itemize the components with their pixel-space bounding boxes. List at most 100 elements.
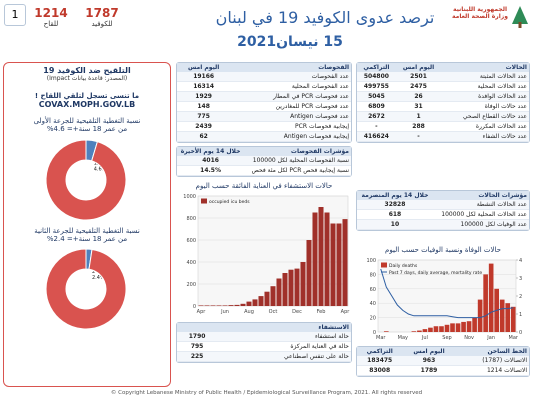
- bar-chart: حالات الوفاة ونسبة الوفيات حسب اليوم0204…: [366, 246, 522, 341]
- y2-tick-label: 0: [519, 330, 522, 336]
- y2-tick-label: 2: [519, 294, 522, 300]
- label-cell: عدد حالات القطاع الصحي: [441, 111, 529, 122]
- x-tick-label: Nov: [464, 335, 474, 341]
- pie-chart: 1st dose4.6%: [45, 139, 127, 221]
- bar: [270, 286, 276, 306]
- url[interactable]: COVAX.MOPH.GOV.LB: [38, 100, 136, 109]
- x-tick-label: Mar: [509, 335, 519, 341]
- header-cell: التراكمي: [357, 347, 403, 356]
- row: عدد حالات القطاع الصحي 1 2672: [357, 111, 529, 122]
- bar: [444, 324, 450, 332]
- bar: [411, 331, 417, 332]
- bar: [288, 269, 294, 306]
- bar: [336, 223, 342, 306]
- y-tick-label: 0: [193, 304, 196, 310]
- label-cell: عدد الحالات المثبتة: [441, 72, 529, 82]
- row: حالة استشفاء 1790: [177, 332, 351, 342]
- x-tick-label: Aug: [244, 309, 254, 315]
- bar-chart: حالات الاستشفاء في العناية الفائقة حسب ا…: [183, 182, 351, 315]
- hotline-number: 1214: [34, 6, 68, 20]
- value-cell: 2672: [357, 111, 396, 122]
- bar: [505, 303, 511, 332]
- header-cell: اليوم امس: [177, 63, 231, 72]
- header-cell: مؤشرات الحالات: [432, 191, 529, 200]
- x-tick-label: Apr: [341, 309, 351, 315]
- row: عدد الفحوصات المحلية 16314: [177, 81, 351, 92]
- value-cell: 5045: [357, 91, 396, 102]
- y-tick-label: 20: [370, 316, 376, 322]
- logo: [512, 6, 528, 28]
- reminder: ما تنسى تسجل لتلقي اللقاح !: [34, 92, 140, 100]
- ministry-line: وزارة الصحة العامة: [452, 13, 508, 20]
- header-cell: خلال 14 يوم الأخيرة: [177, 147, 245, 156]
- bar: [312, 212, 318, 306]
- value-cell: 1790: [177, 332, 218, 342]
- label-cell: الاتصالات 1214: [455, 365, 529, 376]
- row: نسبة الفحوصات المحلية لكل 100000 4016: [177, 156, 351, 166]
- pie-holder: 2 doses2.4%: [4, 243, 170, 331]
- bar: [264, 291, 270, 306]
- data-table: مؤشرات الفحوصات خلال 14 يوم الأخيرة نسبة ا…: [177, 147, 351, 176]
- x-tick-label: Dec: [292, 309, 302, 315]
- hotline-number: 1787: [85, 6, 119, 20]
- row: عدد الحالات النشطة 32828: [357, 200, 529, 210]
- value-cell: 1929: [177, 91, 231, 102]
- header-cell: الفحوصات: [230, 63, 351, 72]
- bar: [439, 326, 444, 332]
- label-cell: عدد الفحوصات: [230, 72, 351, 82]
- bar: [222, 305, 228, 306]
- vaccination-title: التلقيح ضد الكوفيد 19: [43, 66, 131, 75]
- header-cell: الاستشفاء: [177, 323, 351, 332]
- value-cell: 416624: [357, 131, 396, 142]
- label-cell: عدد الحالات المحلية: [441, 81, 529, 92]
- label-cell: نسبة الفحوصات المحلية لكل 100000: [244, 156, 351, 166]
- header-cell: اليوم امس: [395, 63, 442, 72]
- value-cell: 31: [395, 101, 442, 112]
- x-tick-label: Jun: [220, 309, 229, 315]
- y-tick-label: 100: [366, 258, 376, 264]
- header-row: الاستشفاء: [177, 323, 351, 332]
- x-tick-label: Jul: [421, 335, 428, 341]
- dose-text: من عمر 18 سنة+= 4.6%: [46, 125, 128, 133]
- tests-table: الفحوصات اليوم امس عدد الفحوصات 19166 عدد ال…: [176, 62, 352, 143]
- value-cell: 148: [177, 101, 231, 112]
- bar: [488, 263, 494, 332]
- bar: [240, 303, 246, 306]
- value-cell: 1: [395, 111, 442, 122]
- bar: [342, 219, 348, 306]
- bar: [228, 305, 234, 306]
- y-tick-label: 600: [186, 238, 196, 244]
- x-tick-label: Feb: [317, 309, 326, 315]
- header-cell: مؤشرات الفحوصات: [244, 147, 351, 156]
- dose-text: من عمر 18 سنة+= 2.4%: [46, 235, 128, 243]
- slice-value-label: 4.6%: [94, 166, 107, 172]
- vaccination-panel: التلقيح ضد الكوفيد 19 (المصدر: قاعدة بيا…: [3, 62, 171, 387]
- bar: [422, 329, 428, 332]
- value-cell: 1789: [402, 365, 456, 376]
- row: عدد الفحوصات 19166: [177, 72, 351, 82]
- data-table: الاستشفاء حالة استشفاء 1790 حالة في العناية…: [177, 323, 351, 362]
- pie-chart: 2 doses2.4%: [45, 248, 127, 330]
- hospital-table: الاستشفاء حالة استشفاء 1790 حالة في العناية…: [176, 322, 352, 363]
- bar: [499, 299, 505, 332]
- row: عدد فحوصات PCR للمغادرين 148: [177, 101, 351, 112]
- bar: [258, 296, 264, 306]
- label-cell: حالة استشفاء: [217, 332, 351, 342]
- hotline-table: الخط الساخن اليوم امس التراكمي الاتصالات (1…: [356, 346, 530, 377]
- chart-title: حالات الاستشفاء في العناية الفائقة حسب ا…: [196, 182, 333, 190]
- data-table: الفحوصات اليوم امس عدد الفحوصات 19166 عدد ال…: [177, 63, 351, 142]
- y2-tick-label: 3: [519, 276, 522, 282]
- label-cell: عدد حالات الشفاء: [441, 131, 529, 142]
- data-table: الحالات اليوم امس التراكمي عدد الحالات المث…: [357, 63, 529, 142]
- bar: [417, 330, 422, 332]
- label-cell: عدد الفحوصات المحلية: [230, 81, 351, 92]
- bar: [466, 321, 472, 332]
- row: عدد فحوصات PCR في المطار 1929: [177, 91, 351, 102]
- bar: [472, 317, 477, 332]
- header-row: مؤشرات الفحوصات خلال 14 يوم الأخيرة: [177, 147, 351, 156]
- row: إيجابية فحوصات PCR 2439: [177, 121, 351, 132]
- hotline-label: للقاح: [43, 20, 59, 28]
- date: 15 نيسان2021: [237, 34, 343, 50]
- legend-swatch: [381, 262, 387, 268]
- bar: [282, 273, 288, 306]
